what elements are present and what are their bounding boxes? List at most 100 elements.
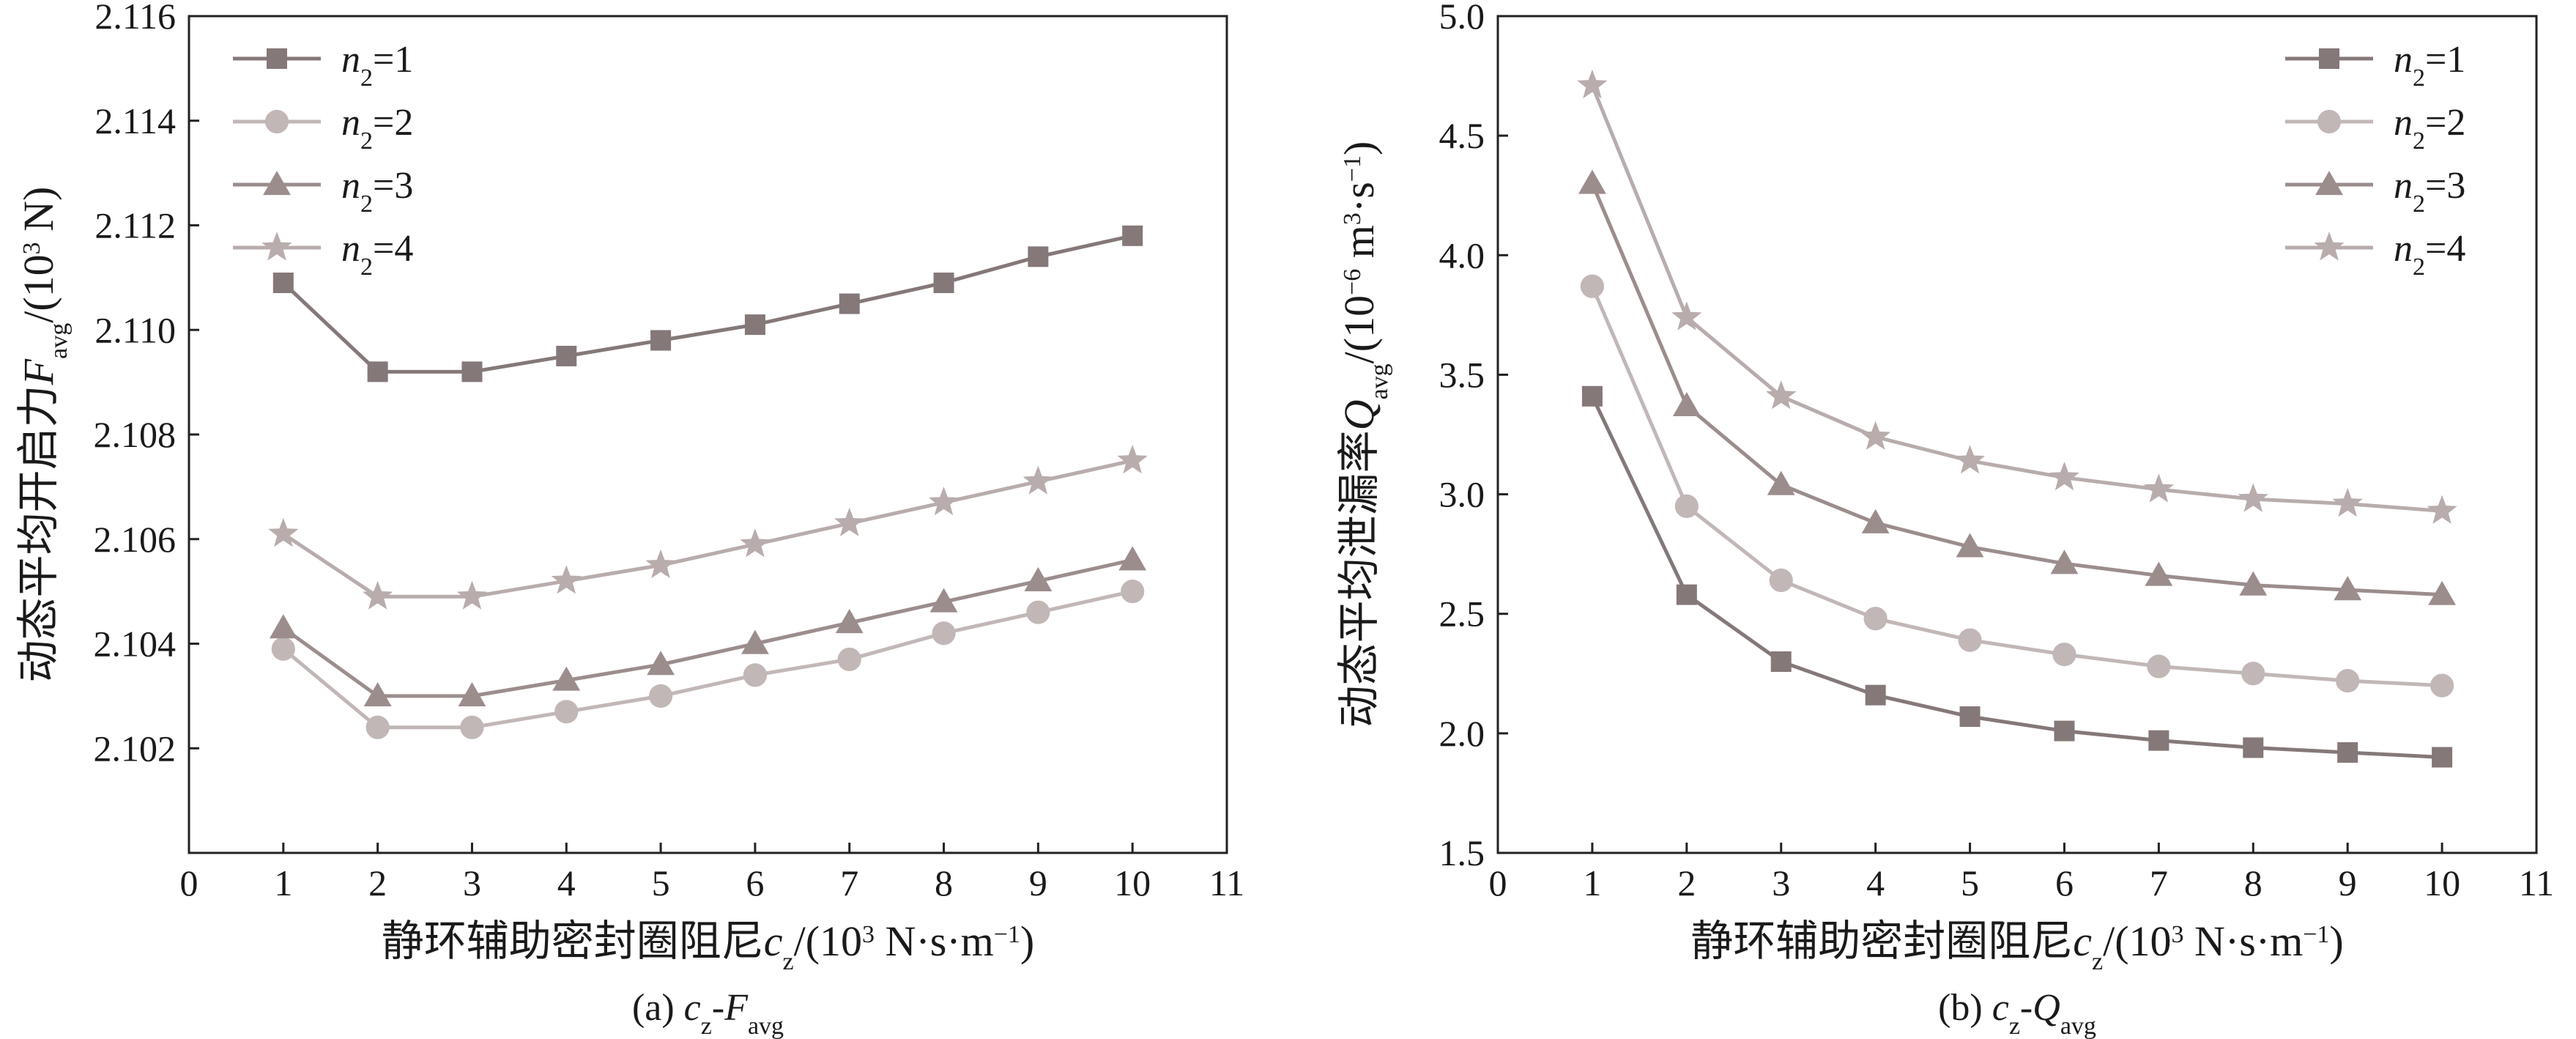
chart-b-data-point [2049, 462, 2080, 491]
chart-a-caption: (a) cz-Favg [632, 987, 784, 1039]
chart-b-series-line [1590, 182, 2443, 597]
chart-b-y-tick-label: 2.5 [1439, 594, 1485, 635]
chart-a-legend-marker [267, 48, 287, 69]
chart-a-data-point [551, 565, 582, 594]
chart-b-series-1 [1581, 385, 2453, 768]
chart-a-data-point [552, 666, 581, 691]
chart-b-data-point [1769, 568, 1793, 593]
chart-a-x-tick-label: 6 [746, 862, 764, 903]
chart-a-x-tick-label: 4 [557, 862, 576, 903]
chart-a-legend-marker [264, 109, 289, 134]
chart-a-data-point [1026, 600, 1050, 624]
chart-b-x-tick-label: 6 [2055, 862, 2074, 903]
chart-a-data-point [268, 517, 299, 547]
chart-b-x-tick-label: 2 [1677, 862, 1696, 903]
chart-b-legend: n2=1 n2=2 n2=3 n2=4 [2285, 39, 2465, 281]
chart-b-data-point [1676, 584, 1697, 605]
chart-b-data-point [1860, 421, 1891, 450]
chart-a-data-point [1024, 566, 1053, 592]
chart-b-legend-marker [2317, 109, 2342, 134]
chart-a-y-tick-label: 2.106 [94, 519, 177, 560]
chart-b-data-point [2243, 737, 2264, 758]
chart-b-data-point [1671, 301, 1702, 330]
chart-b-data-point [2334, 576, 2362, 601]
chart-a-x-tick-label: 8 [935, 862, 953, 903]
chart-a-data-point [835, 609, 864, 634]
chart-a-y-tick-label: 2.112 [94, 205, 176, 246]
chart-a-legend-marker [263, 171, 291, 196]
chart-a-data-point [1022, 465, 1053, 495]
chart-b-data-point [2145, 561, 2173, 586]
chart-b-data-point [1580, 274, 1605, 298]
chart-b-data-point [2147, 654, 2171, 679]
chart-b-y-tick-label: 1.5 [1439, 832, 1485, 873]
chart-a-data-point [743, 663, 768, 687]
chart-a-data-point [1028, 246, 1049, 267]
chart-a-x-tick-label: 5 [652, 862, 670, 903]
chart-a-data-point [741, 629, 769, 654]
chart-b-series-line [1590, 395, 2443, 759]
chart-b-data-point [2427, 495, 2457, 524]
chart-a-y-tick-label: 2.116 [94, 0, 176, 37]
chart-b-data-point [1672, 391, 1701, 417]
chart-b-x-tick-label: 3 [1772, 862, 1790, 903]
chart-a-data-point [647, 651, 675, 676]
chart-b-x-tick-label: 0 [1489, 862, 1507, 903]
chart-a-data-point [1121, 580, 1145, 604]
chart-b-data-point [1865, 684, 1886, 706]
chart-b-y-tick-label: 4.0 [1439, 234, 1485, 276]
chart-a-x-tick-label: 11 [1209, 862, 1244, 903]
chart-a-data-point [1118, 546, 1147, 571]
chart-b-data-point [2050, 550, 2079, 574]
chart-a-y-tick-label: 2.104 [94, 624, 177, 665]
chart-a-data-point [365, 715, 390, 739]
chart-a: 0 1 2 3 4 5 6 7 8 9 10 11 2.102 2.104 2.106 2.108 2.110 2… [15, 0, 1244, 1039]
chart-a-x-tick-label: 3 [463, 862, 481, 903]
chart-a-series-3 [269, 546, 1147, 707]
chart-a-data-point [834, 507, 865, 536]
chart-b-data-point [1958, 628, 1982, 652]
chart-b-data-point [1581, 385, 1603, 407]
chart-a-data-point [461, 361, 483, 382]
chart-b-x-tick-label: 4 [1866, 862, 1885, 903]
chart-b-data-point [2336, 668, 2360, 693]
chart-a-data-point [839, 293, 860, 314]
chart-a-series-2 [271, 580, 1145, 739]
chart-a-data-point [363, 681, 392, 707]
chart-b-data-point [2239, 571, 2268, 596]
chart-a-data-point [1117, 445, 1148, 474]
chart-b-series-4 [1577, 69, 2457, 524]
chart-a-data-point [367, 361, 388, 382]
chart-b-series-3 [1578, 169, 2456, 605]
chart-a-data-point [744, 314, 765, 336]
chart-a-y-tick-label: 2.102 [94, 728, 177, 769]
chart-a-x-tick-label: 2 [368, 862, 387, 903]
chart-b-x-tick-label: 11 [2519, 862, 2554, 903]
chart-b-data-point [2428, 580, 2456, 605]
chart-b-data-point [1770, 651, 1792, 672]
chart-a-legend-entry: n2=4 [341, 228, 413, 281]
chart-b-y-tick-label: 3.5 [1439, 354, 1485, 395]
chart-a-series-line [282, 589, 1133, 730]
chart-a-data-point [269, 614, 297, 639]
chart-a-data-point [837, 647, 861, 672]
chart-a-data-point [740, 528, 771, 558]
chart-a-data-point [460, 715, 484, 739]
chart-b-legend-marker [2314, 232, 2345, 261]
chart-b-data-point [1577, 69, 1608, 99]
chart-a-series-1 [272, 225, 1143, 382]
chart-a-y-axis-title: 动态平均开启力Favg/(103 N) [15, 187, 73, 683]
chart-b-caption: (b) cz-Qavg [1938, 987, 2096, 1039]
chart-a-series-line [282, 459, 1133, 599]
chart-b-legend-marker [2319, 48, 2339, 69]
chart-b-x-tick-label: 10 [2424, 862, 2460, 903]
chart-a-series-4 [268, 445, 1148, 610]
chart-b-data-point [1674, 494, 1699, 518]
chart-a-data-point [933, 273, 954, 294]
chart-b-y-tick-label: 3.0 [1439, 474, 1485, 515]
chart-b-y-axis-title: 动态平均泄漏率Qavg/(10−6 m3·s−1) [1335, 141, 1393, 728]
chart-b-legend-entry: n2=3 [2394, 165, 2465, 218]
chart-b-x-tick-label: 7 [2150, 862, 2168, 903]
chart-a-data-point [271, 637, 295, 661]
chart-a-data-point [456, 580, 488, 610]
